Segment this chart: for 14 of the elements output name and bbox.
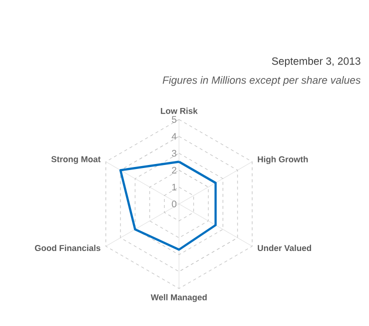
y-tick-label: 0 [172, 200, 176, 208]
y-tick-label: 4 [172, 133, 176, 140]
y-tick-label: 5 [172, 116, 176, 123]
spoke-label: Strong Moat [51, 156, 101, 164]
chart-subtitle: September 3, 2013 [272, 57, 360, 67]
spoke-label: Well Managed [150, 294, 207, 302]
y-tick-label: 2 [172, 166, 176, 174]
spoke-label: Under Valued [258, 244, 312, 252]
y-tick-label: 3 [172, 150, 176, 157]
spoke-label: Low Risk [160, 108, 198, 114]
spoke-label: Good Financials [34, 244, 100, 252]
spoke-label: High Growth [258, 156, 308, 164]
text: Figures in Millions except per share values [162, 76, 361, 86]
y-tick-label: 1 [172, 184, 176, 190]
